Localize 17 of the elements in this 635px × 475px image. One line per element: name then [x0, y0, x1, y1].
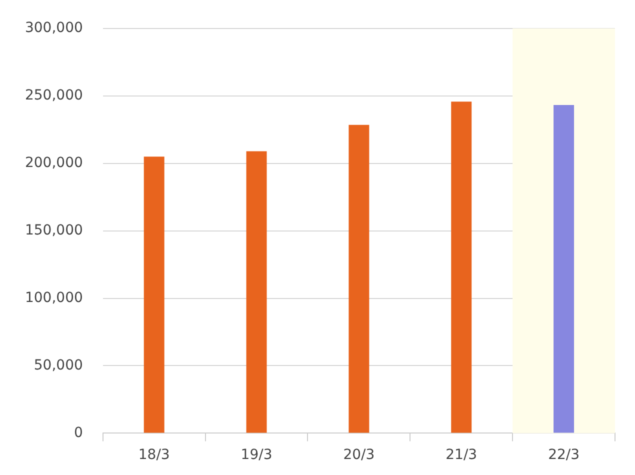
x-tick-label: 19/3 — [240, 447, 272, 464]
y-tick-label: 100,000 — [24, 290, 83, 306]
y-tick-label: 0 — [74, 424, 83, 441]
y-tick-label: 50,000 — [34, 357, 83, 374]
bar — [451, 102, 472, 433]
x-tick-label: 20/3 — [343, 447, 375, 464]
y-tick-label: 200,000 — [24, 154, 83, 171]
y-tick-label: 300,000 — [24, 20, 83, 36]
bar — [144, 156, 164, 433]
bar — [246, 151, 267, 433]
x-tick-label: 21/3 — [446, 447, 478, 464]
x-tick-label: 18/3 — [138, 447, 170, 464]
bar — [554, 105, 574, 433]
bar — [348, 124, 370, 433]
y-tick-label: 250,000 — [24, 88, 83, 104]
y-tick-label: 150,000 — [24, 222, 83, 238]
x-tick-label: 22/3 — [548, 447, 580, 464]
